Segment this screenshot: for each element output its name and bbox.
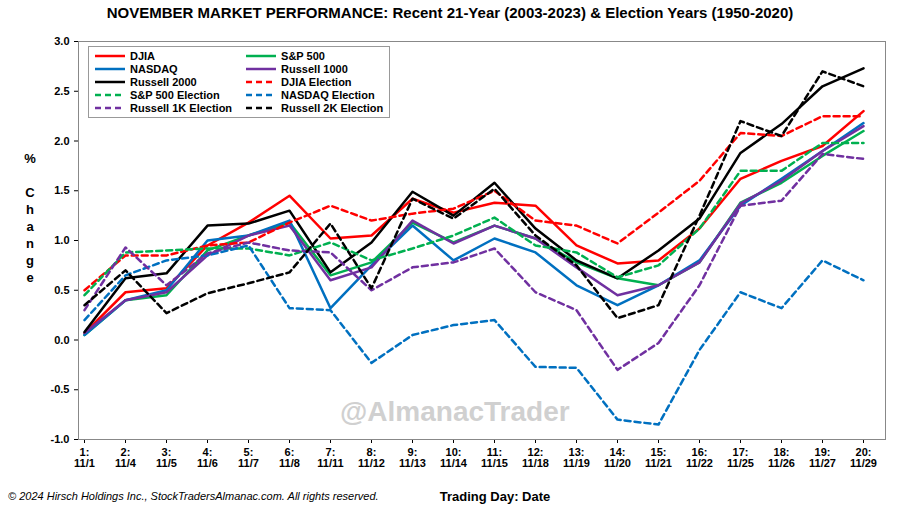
svg-text:12:11/18: 12:11/18: [522, 446, 549, 469]
html-text:n: n: [26, 236, 34, 251]
svg-text:17:11/25: 17:11/25: [727, 446, 754, 469]
svg-text:8:11/12: 8:11/12: [358, 446, 385, 469]
html-text:© 2024 Hirsch Holdings Inc., S: © 2024 Hirsch Holdings Inc., StockTrader…: [8, 490, 379, 502]
html-text:Russell 1000: Russell 1000: [281, 63, 348, 75]
html-text:DJIA: DJIA: [130, 50, 156, 62]
html-text:NASDAQ: NASDAQ: [130, 63, 178, 75]
svg-text:6:11/8: 6:11/8: [279, 446, 300, 469]
svg-text:3.0: 3.0: [54, 35, 69, 47]
svg-text:0.5: 0.5: [54, 284, 69, 296]
html-text:Trading Day: Date: Trading Day: Date: [439, 489, 551, 504]
svg-text:5:11/7: 5:11/7: [238, 446, 259, 469]
svg-text:2:11/4: 2:11/4: [115, 446, 137, 469]
svg-text:-1.0: -1.0: [51, 433, 70, 445]
html-text:NOVEMBER MARKET PERFORMANCE: R: NOVEMBER MARKET PERFORMANCE: Recent 21-Y…: [106, 4, 794, 21]
html-text:Russell 1K Election: Russell 1K Election: [130, 102, 233, 114]
svg-text:9:11/13: 9:11/13: [399, 446, 426, 469]
svg-text:11:11/15: 11:11/15: [481, 446, 508, 469]
svg-text:20:11/29: 20:11/29: [850, 446, 877, 469]
svg-text:2.0: 2.0: [54, 135, 69, 147]
svg-text:18:11/26: 18:11/26: [768, 446, 795, 469]
svg-text:1.5: 1.5: [54, 184, 69, 196]
svg-text:2.5: 2.5: [54, 85, 69, 97]
html-text:@AlmanacTrader: @AlmanacTrader: [340, 396, 570, 427]
svg-text:10:11/14: 10:11/14: [440, 446, 468, 469]
html-text:Russell 2000: Russell 2000: [130, 76, 197, 88]
svg-text:1:11/1: 1:11/1: [74, 446, 95, 469]
svg-text:19:11/27: 19:11/27: [809, 446, 836, 469]
html-text:DJIA Election: DJIA Election: [281, 76, 352, 88]
svg-text:14:11/20: 14:11/20: [604, 446, 631, 469]
svg-text:0.0: 0.0: [54, 334, 69, 346]
html-text:C: C: [25, 185, 35, 200]
html-text:g: g: [26, 253, 34, 268]
svg-text:16:11/22: 16:11/22: [686, 446, 713, 469]
html-text:S&P 500 Election: S&P 500 Election: [130, 89, 220, 101]
html-text:Russell 2K Election: Russell 2K Election: [281, 102, 384, 114]
svg-text:13:11/19: 13:11/19: [563, 446, 590, 469]
svg-text:15:11/21: 15:11/21: [645, 446, 672, 469]
html-text:h: h: [26, 202, 34, 217]
svg-text:3:11/5: 3:11/5: [156, 446, 177, 469]
svg-text:7:11/11: 7:11/11: [317, 446, 343, 469]
svg-text:4:11/6: 4:11/6: [197, 446, 218, 469]
html-text:NASDAQ Election: NASDAQ Election: [281, 89, 375, 101]
html-text:e: e: [26, 270, 34, 285]
svg-text:1.0: 1.0: [54, 234, 69, 246]
html-text:a: a: [26, 219, 34, 234]
html-text:S&P 500: S&P 500: [281, 50, 325, 62]
svg-text:-0.5: -0.5: [51, 383, 70, 395]
